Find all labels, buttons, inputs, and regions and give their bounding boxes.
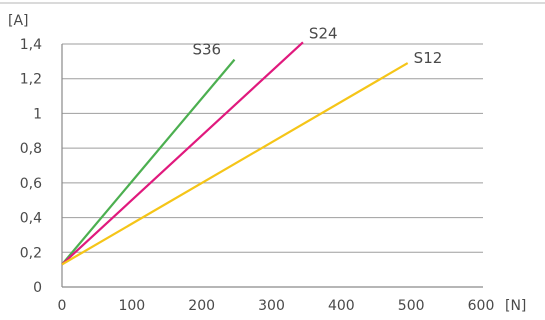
y-tick-label: 0 bbox=[33, 280, 42, 296]
y-tick-labels: 0 0,2 0,4 0,6 0,8 1 1,2 1,4 bbox=[20, 37, 42, 296]
x-tick-label: 100 bbox=[118, 298, 145, 314]
y-tick-label: 0,2 bbox=[20, 245, 42, 261]
series-label-s24: S24 bbox=[309, 24, 338, 42]
x-tick-label: 200 bbox=[188, 298, 215, 314]
series-line-s24 bbox=[61, 41, 304, 266]
series-label-s12: S12 bbox=[414, 49, 443, 67]
y-tick-label: 1,4 bbox=[20, 37, 42, 53]
x-axis-unit: [N] bbox=[505, 298, 526, 314]
series-line-s36 bbox=[61, 58, 236, 266]
x-tick-label: 500 bbox=[398, 298, 425, 314]
series-label-s36: S36 bbox=[192, 41, 221, 59]
axes bbox=[0, 2, 545, 288]
y-tick-label: 0,4 bbox=[20, 211, 42, 227]
series-line-s12 bbox=[61, 62, 409, 266]
y-tick-label: 1,2 bbox=[20, 72, 42, 88]
x-tick-label: 0 bbox=[58, 298, 67, 314]
x-tick-labels: 0 100 200 300 400 500 600 bbox=[58, 298, 495, 314]
series-lines bbox=[61, 41, 409, 266]
x-tick-label: 400 bbox=[328, 298, 355, 314]
grid-lines bbox=[62, 43, 483, 253]
y-tick-label: 1 bbox=[33, 106, 42, 122]
y-axis-unit: [A] bbox=[8, 13, 29, 29]
x-tick-label: 600 bbox=[468, 298, 495, 314]
x-tick-label: 300 bbox=[258, 298, 285, 314]
y-tick-label: 0,6 bbox=[20, 176, 42, 192]
series-labels: S36 S24 S12 bbox=[192, 24, 442, 67]
y-tick-label: 0,8 bbox=[20, 141, 42, 157]
